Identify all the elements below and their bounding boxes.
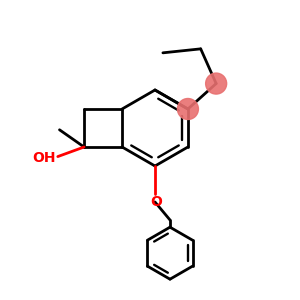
Text: OH: OH	[32, 151, 56, 165]
Circle shape	[206, 73, 226, 94]
Text: O: O	[150, 195, 162, 209]
Circle shape	[177, 98, 198, 119]
